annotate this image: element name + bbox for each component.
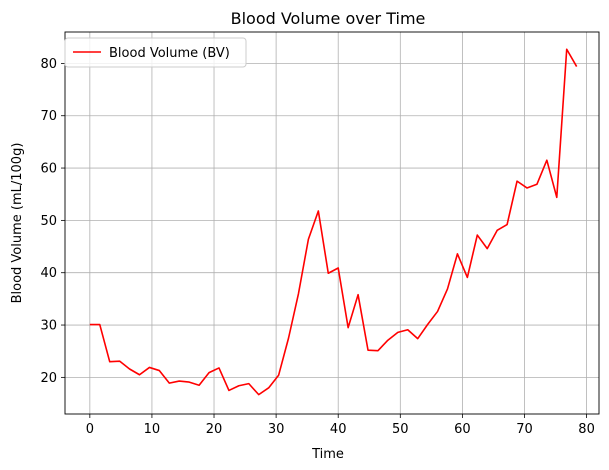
x-tick-label: 40 (330, 422, 347, 437)
x-tick-label: 60 (454, 422, 471, 437)
y-tick-label: 60 (40, 162, 57, 177)
x-tick-label: 30 (268, 422, 285, 437)
legend: Blood Volume (BV) (64, 37, 247, 68)
legend-label: Blood Volume (BV) (109, 46, 230, 61)
legend-box (64, 37, 247, 68)
x-tick-label: 70 (516, 422, 533, 437)
y-tick-label: 30 (40, 319, 57, 334)
x-axis-ticks: 0 10 20 30 40 50 60 70 80 (86, 414, 595, 437)
x-axis-title: Time (311, 447, 344, 462)
x-tick-label: 80 (578, 422, 595, 437)
grid-lines (65, 32, 599, 414)
y-axis-title: Blood Volume (mL/100g) (10, 143, 25, 304)
plot-frame (64, 31, 600, 415)
y-tick-label: 70 (40, 109, 57, 124)
x-tick-label: 10 (144, 422, 161, 437)
series-group (89, 48, 578, 396)
y-axis-ticks: 20 30 40 50 60 70 80 (40, 57, 65, 386)
y-tick-label: 50 (40, 214, 57, 229)
y-tick-label: 40 (40, 266, 57, 281)
chart-title: Blood Volume over Time (231, 9, 426, 28)
x-tick-label: 20 (206, 422, 223, 437)
y-tick-label: 80 (40, 57, 57, 72)
series-line (89, 48, 578, 396)
y-tick-label: 20 (40, 371, 57, 386)
x-tick-label: 50 (392, 422, 409, 437)
x-tick-label: 0 (86, 422, 94, 437)
